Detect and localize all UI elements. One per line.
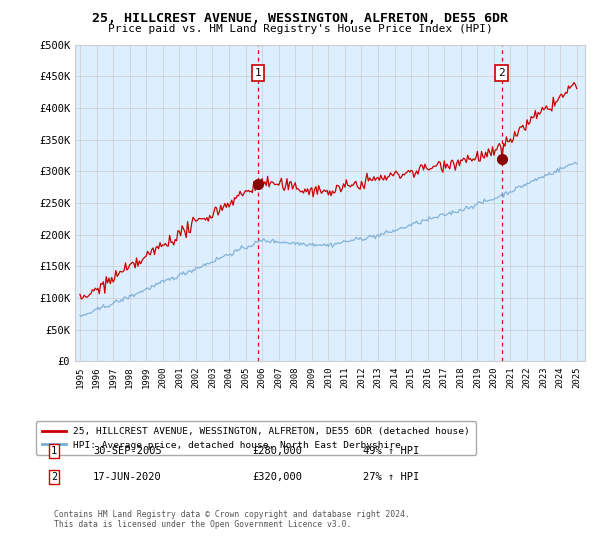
- Text: 27% ↑ HPI: 27% ↑ HPI: [363, 472, 419, 482]
- Text: 2: 2: [498, 68, 505, 78]
- Text: £280,000: £280,000: [252, 446, 302, 456]
- Text: 17-JUN-2020: 17-JUN-2020: [93, 472, 162, 482]
- Text: 1: 1: [254, 68, 262, 78]
- Text: Contains HM Land Registry data © Crown copyright and database right 2024.
This d: Contains HM Land Registry data © Crown c…: [54, 510, 410, 529]
- Text: 49% ↑ HPI: 49% ↑ HPI: [363, 446, 419, 456]
- Legend: 25, HILLCREST AVENUE, WESSINGTON, ALFRETON, DE55 6DR (detached house), HPI: Aver: 25, HILLCREST AVENUE, WESSINGTON, ALFRET…: [37, 421, 476, 455]
- Text: 25, HILLCREST AVENUE, WESSINGTON, ALFRETON, DE55 6DR: 25, HILLCREST AVENUE, WESSINGTON, ALFRET…: [92, 12, 508, 25]
- Text: £320,000: £320,000: [252, 472, 302, 482]
- Text: 30-SEP-2005: 30-SEP-2005: [93, 446, 162, 456]
- Text: Price paid vs. HM Land Registry's House Price Index (HPI): Price paid vs. HM Land Registry's House …: [107, 24, 493, 34]
- Text: 1: 1: [51, 446, 57, 456]
- Text: 2: 2: [51, 472, 57, 482]
